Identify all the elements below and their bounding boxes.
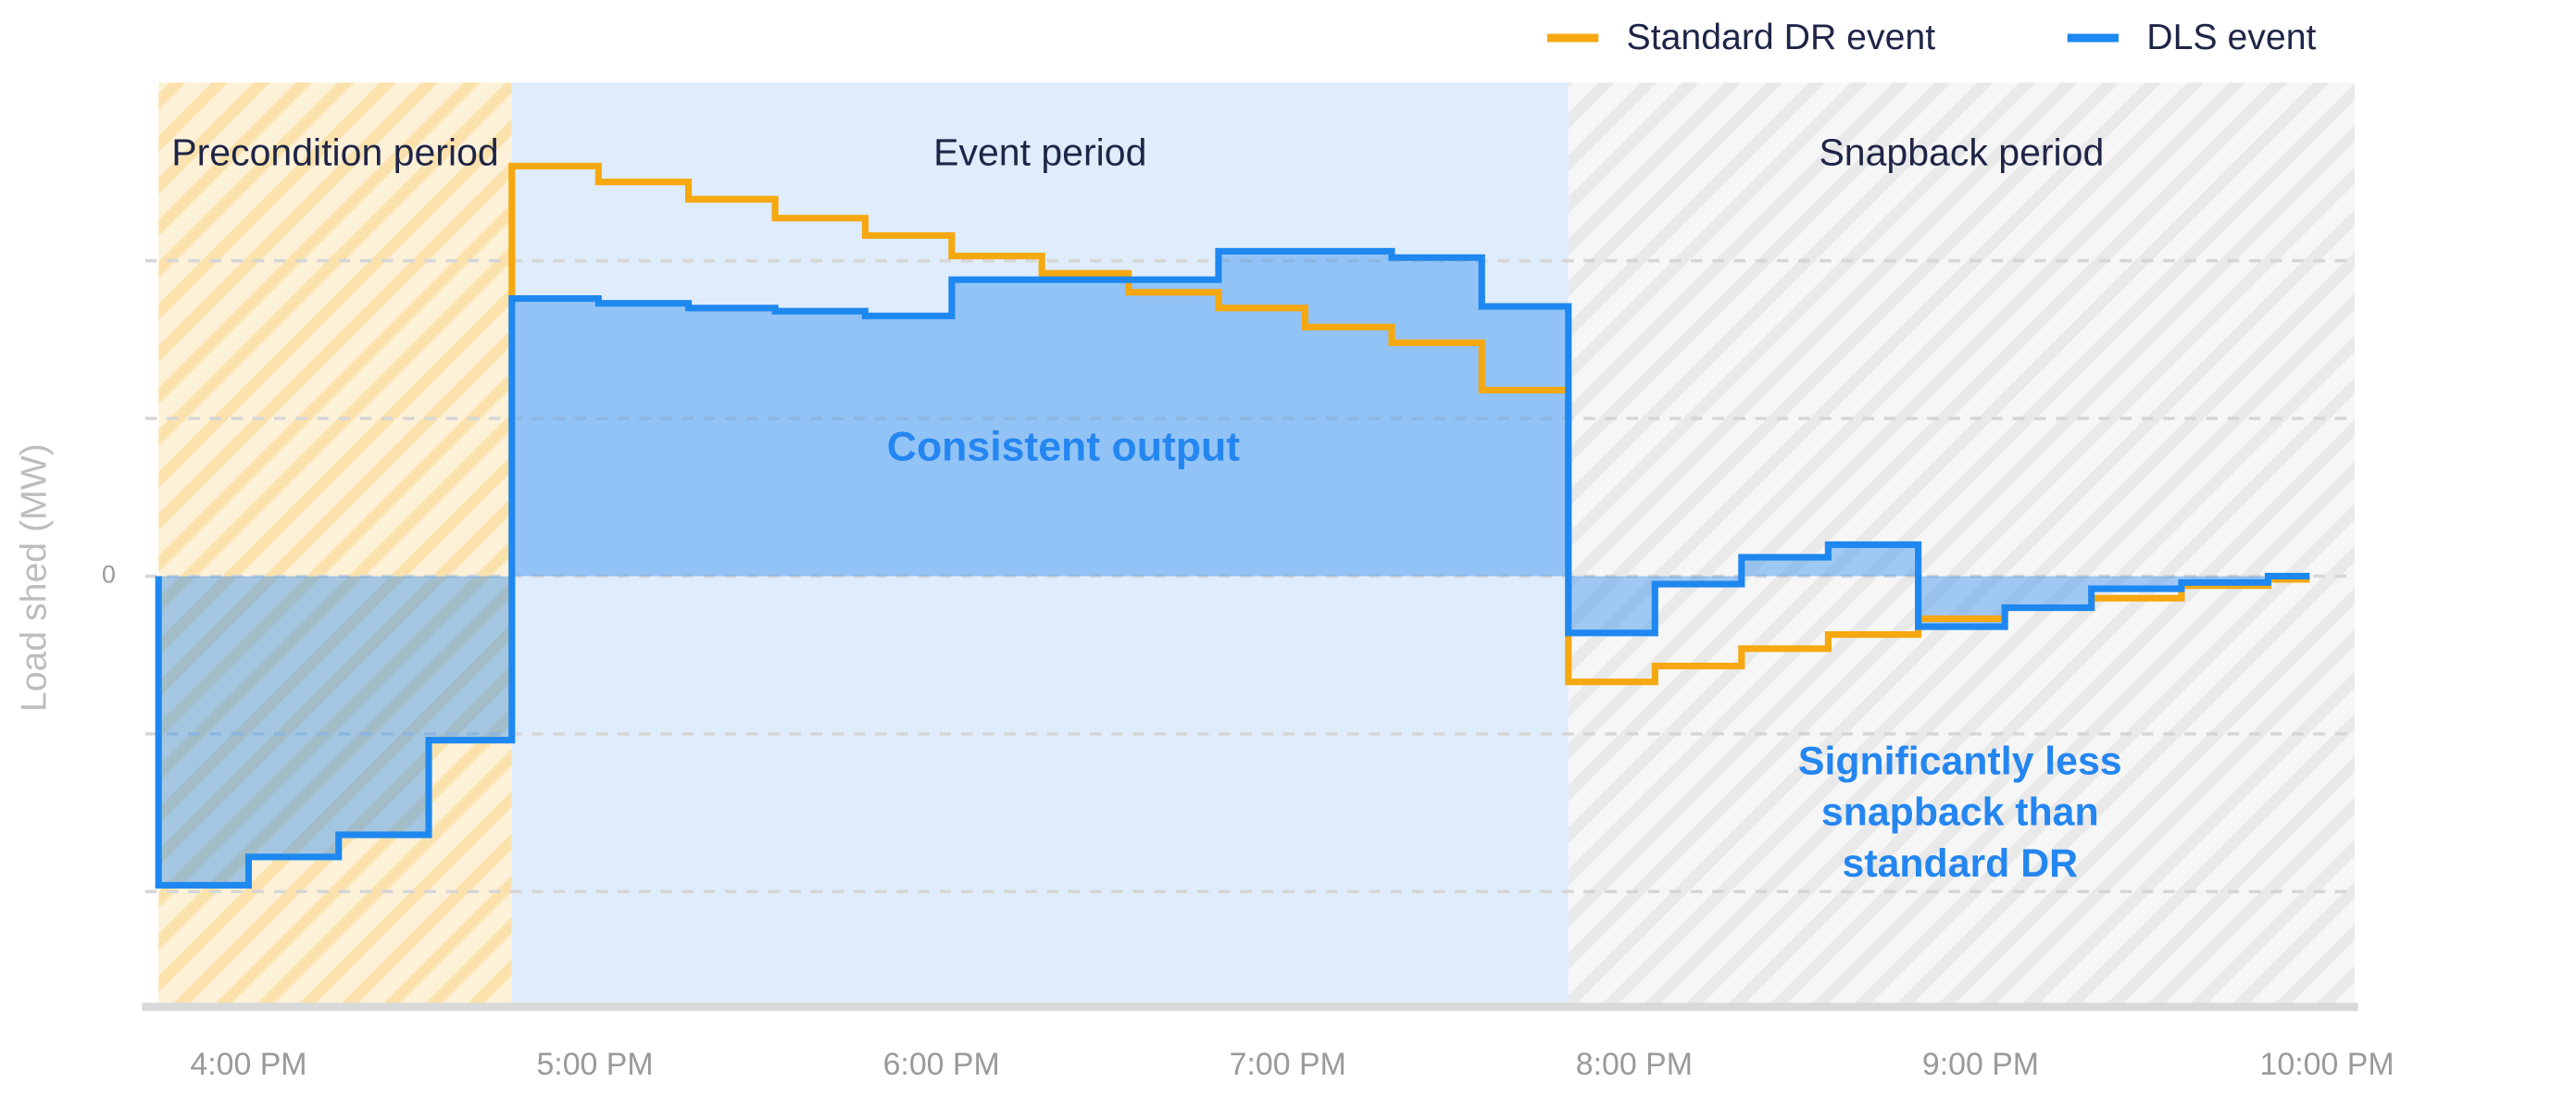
region <box>511 82 1569 1004</box>
region <box>158 82 512 1004</box>
legend-label: DLS event <box>2146 17 2316 57</box>
x-tick-label: 5:00 PM <box>536 1047 653 1082</box>
x-tick-label: 10:00 PM <box>2260 1047 2395 1082</box>
x-tick-label: 4:00 PM <box>190 1047 306 1082</box>
x-tick-label: 7:00 PM <box>1230 1047 1346 1082</box>
x-tick-label: 8:00 PM <box>1576 1047 1693 1082</box>
annotation: Significantly less snapback than standar… <box>1797 739 2122 887</box>
step-line <box>155 247 2310 889</box>
area <box>158 251 2310 886</box>
annotation: Consistent output <box>886 424 1241 471</box>
x-tick-label: 6:00 PM <box>883 1047 1000 1082</box>
legend-label: Standard DR event <box>1627 17 1936 57</box>
region-label: Event period <box>933 130 1147 174</box>
region-label: Snapback period <box>1819 130 2105 174</box>
x-tick-label: 9:00 PM <box>1922 1047 2039 1082</box>
y-axis-label: Load shed (MW) <box>14 443 55 712</box>
region <box>1568 82 2355 1004</box>
y-tick-label: 0 <box>102 561 116 589</box>
region-label: Precondition period <box>171 130 499 174</box>
